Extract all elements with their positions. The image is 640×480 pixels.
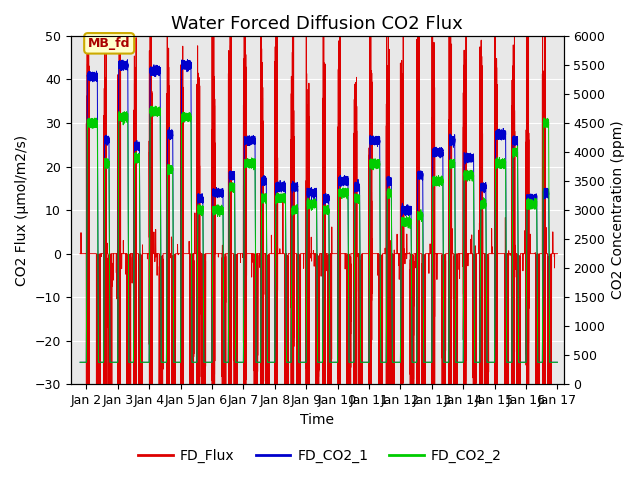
FD_CO2_2 <box>76 360 84 365</box>
X-axis label: Time: Time <box>300 413 334 427</box>
Title: Water Forced Diffusion CO2 Flux: Water Forced Diffusion CO2 Flux <box>172 15 463 33</box>
FD_Flux <box>481 251 488 257</box>
Y-axis label: CO2 Flux (μmol/m2/s): CO2 Flux (μmol/m2/s) <box>15 134 29 286</box>
FD_Flux <box>554 251 561 257</box>
Legend: FD_Flux, FD_CO2_1, FD_CO2_2: FD_Flux, FD_CO2_1, FD_CO2_2 <box>133 443 507 468</box>
FD_CO2_1 <box>185 62 193 68</box>
FD_Flux <box>83 382 90 387</box>
FD_CO2_1 <box>184 57 191 62</box>
FD_CO2_1 <box>324 192 332 197</box>
Line: FD_CO2_2: FD_CO2_2 <box>80 106 557 362</box>
Text: MB_fd: MB_fd <box>88 37 131 50</box>
FD_CO2_1 <box>76 360 84 365</box>
FD_CO2_2 <box>481 198 488 204</box>
FD_CO2_1 <box>266 360 273 365</box>
FD_CO2_1 <box>481 185 488 191</box>
FD_Flux <box>83 33 91 39</box>
Y-axis label: CO2 Concentration (ppm): CO2 Concentration (ppm) <box>611 121 625 300</box>
FD_CO2_2 <box>472 360 480 365</box>
FD_CO2_2 <box>388 360 396 365</box>
FD_CO2_2 <box>554 360 561 365</box>
FD_CO2_1 <box>472 360 480 365</box>
FD_Flux <box>324 352 332 358</box>
Line: FD_Flux: FD_Flux <box>80 36 557 384</box>
FD_Flux <box>388 284 396 289</box>
FD_CO2_2 <box>148 103 156 109</box>
FD_Flux <box>266 251 273 257</box>
FD_Flux <box>185 251 193 257</box>
FD_CO2_2 <box>324 209 332 215</box>
FD_CO2_1 <box>388 360 396 365</box>
FD_CO2_2 <box>185 114 193 120</box>
FD_Flux <box>76 251 84 257</box>
FD_CO2_1 <box>554 360 561 365</box>
FD_Flux <box>472 295 480 300</box>
Line: FD_CO2_1: FD_CO2_1 <box>80 60 557 362</box>
FD_CO2_2 <box>266 360 273 365</box>
